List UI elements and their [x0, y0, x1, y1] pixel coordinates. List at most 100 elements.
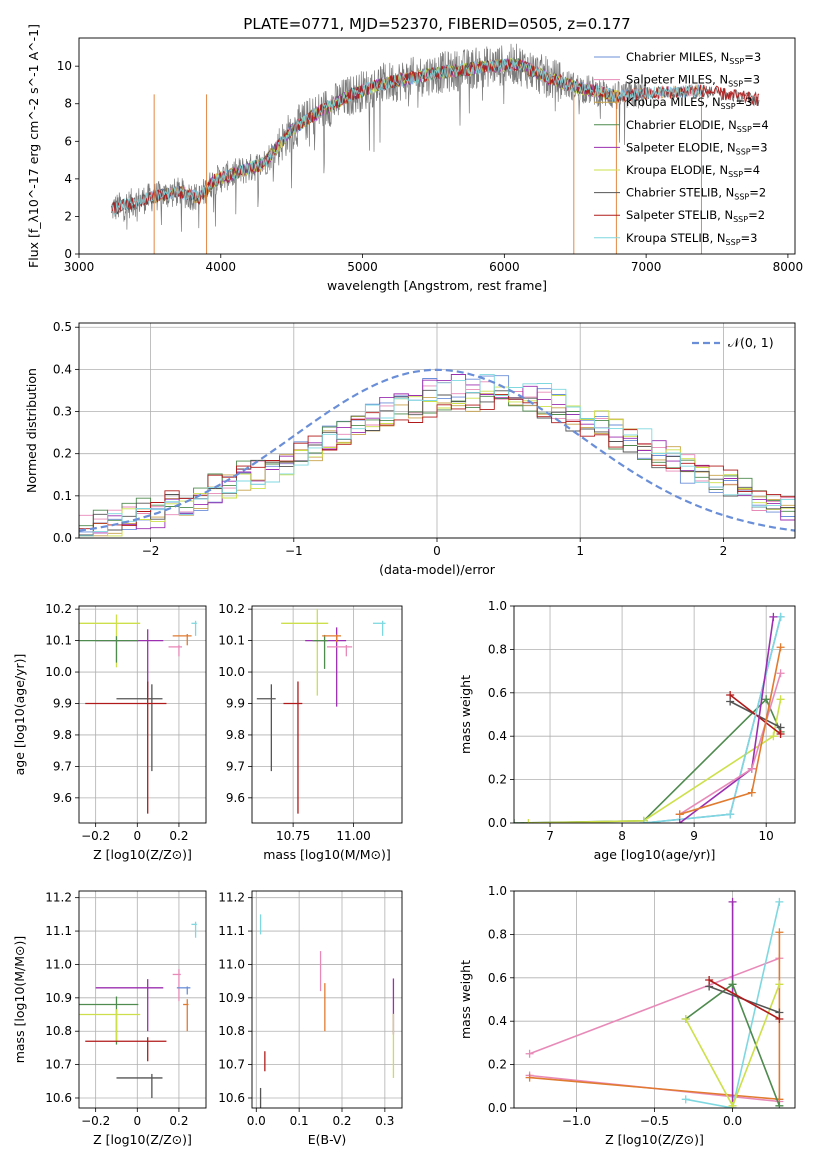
y-tick-label: 11.1	[45, 924, 72, 938]
x-tick-label: 10	[759, 829, 774, 843]
y-axis-label: Flux [f_λ10^-17 erg cm^-2 s^-1 A^-1]	[26, 24, 41, 268]
x-tick-label: 6000	[489, 260, 520, 274]
y-tick-label: 2	[64, 209, 72, 223]
plot-area	[79, 614, 197, 814]
legend-label: Chabrier MILES, NSSP=3	[626, 50, 761, 66]
y-tick-label: 11.2	[218, 891, 245, 905]
y-axis-label: mass weight	[458, 675, 473, 754]
data-point-marker	[776, 643, 785, 652]
gaussian-curve	[79, 368, 795, 532]
spectrum-legend: Chabrier MILES, NSSP=3 Salpeter MILES, NS…	[594, 50, 769, 247]
data-point-marker	[726, 690, 735, 699]
mass-weight-line	[528, 699, 782, 823]
figure-title: PLATE=0771, MJD=52370, FIBERID=0505, z=0…	[243, 15, 630, 33]
massweight-vs-z-panel: −1.0 −0.5 0.0 0.0 0.2 0.4 0.6 0.8 1.0 Z [log10(Z/…	[458, 884, 796, 1147]
y-tick-label: 0.0	[53, 531, 72, 545]
x-tick-label: 5000	[347, 260, 378, 274]
data-point-marker	[747, 764, 756, 773]
y-tick-label: 10	[57, 59, 72, 73]
plot-area	[111, 43, 760, 254]
y-axis-label: mass [log10(M/M⊙)]	[12, 936, 27, 1064]
data-point-marker	[775, 1101, 784, 1108]
y-tick-label: 0.1	[53, 489, 72, 503]
legend-label: Salpeter MILES, NSSP=3	[626, 73, 760, 89]
x-axis-label: Z [log10(Z/Z⊙)]	[93, 847, 192, 862]
gaussian-legend-label: 𝒩(0, 1)	[728, 335, 774, 350]
legend-label: Kroupa MILES, NSSP=3	[626, 95, 752, 111]
plot-area	[256, 608, 386, 814]
y-tick-label: 10.0	[218, 665, 245, 679]
x-tick-label: 3000	[64, 260, 95, 274]
data-point-marker	[728, 897, 737, 906]
y-tick-label: 10.8	[45, 1024, 72, 1038]
x-tick-label: −0.5	[640, 1114, 669, 1128]
data-point-marker	[776, 669, 785, 678]
residual-histogram-kroupa_stelib	[79, 374, 795, 537]
y-tick-label: 10.1	[218, 634, 245, 648]
age-vs-mass-panel: 10.75 11.00 9.6 9.7 9.8 9.9 10.0 10.1 10.2 mass […	[218, 602, 403, 862]
y-tick-label: 8	[64, 97, 72, 111]
data-point-marker	[775, 928, 784, 937]
x-tick-label: 0	[433, 544, 441, 558]
x-tick-label: −1	[285, 544, 303, 558]
x-axis-label: Z [log10(Z/Z⊙)]	[605, 1132, 704, 1147]
x-tick-label: 0	[133, 829, 141, 843]
mass-weight-line	[643, 616, 782, 823]
y-tick-label: 9.6	[226, 791, 245, 805]
data-point-marker	[776, 695, 785, 704]
data-point-marker	[769, 732, 778, 741]
axes-frame	[251, 890, 403, 1109]
axes-frame	[78, 322, 796, 539]
data-point-marker	[775, 980, 784, 989]
y-tick-label: 0.5	[53, 320, 72, 334]
y-tick-label: 6	[64, 134, 72, 148]
massweight-vs-age-panel: 7 8 9 10 0.0 0.2 0.4 0.6 0.8 1.0 age [log10(age/yr…	[458, 599, 796, 862]
x-axis-label: Z [log10(Z/Z⊙)]	[93, 1132, 192, 1147]
y-tick-label: 9.7	[53, 759, 72, 773]
y-tick-label: 10.7	[45, 1058, 72, 1072]
y-tick-label: 0.2	[53, 447, 72, 461]
y-tick-label: 0.3	[53, 405, 72, 419]
y-tick-label: 10.8	[218, 1024, 245, 1038]
data-point-marker	[775, 1015, 784, 1024]
data-point-marker	[775, 897, 784, 906]
y-tick-label: 0	[64, 247, 72, 261]
axes-frame	[78, 605, 207, 824]
legend-label: Chabrier ELODIE, NSSP=4	[626, 118, 769, 134]
data-point-marker	[776, 612, 785, 621]
y-tick-label: 1.0	[488, 884, 507, 898]
y-tick-label: 0.2	[488, 1058, 507, 1072]
data-point-marker	[726, 810, 735, 819]
x-tick-label: 0.1	[290, 1114, 309, 1128]
axes-frame	[513, 605, 796, 824]
y-tick-label: 9.9	[226, 696, 245, 710]
y-tick-label: 0.4	[488, 729, 507, 743]
data-point-marker	[675, 819, 684, 823]
y-tick-label: 11.0	[45, 957, 72, 971]
x-tick-label: 0.3	[375, 1114, 394, 1128]
y-tick-label: 11.1	[218, 924, 245, 938]
x-tick-label: 9	[690, 829, 698, 843]
x-tick-label: 8	[618, 829, 626, 843]
y-tick-label: 1.0	[488, 599, 507, 613]
axes-frame	[251, 605, 403, 824]
y-tick-label: 0.2	[488, 773, 507, 787]
mass-weight-line	[643, 616, 782, 823]
y-axis-label: age [log10(age/yr)]	[12, 654, 27, 776]
data-point-marker	[525, 1049, 534, 1058]
x-axis-label: wavelength [Angstrom, rest frame]	[327, 278, 547, 293]
plot-area	[525, 897, 784, 1108]
x-tick-label: 0.2	[169, 1114, 188, 1128]
x-tick-label: 7000	[631, 260, 662, 274]
y-tick-label: 9.7	[226, 759, 245, 773]
y-tick-label: 0.8	[488, 927, 507, 941]
y-tick-label: 9.8	[53, 728, 72, 742]
spectrum-panel: 3000 4000 5000 6000 7000 8000 0 2 4 6 8 10 wavelengt…	[26, 24, 803, 293]
y-tick-label: 4	[64, 172, 72, 186]
x-tick-label: 4000	[206, 260, 237, 274]
data-point-marker	[769, 612, 778, 621]
x-tick-label: −2	[142, 544, 160, 558]
legend-label: Salpeter ELODIE, NSSP=3	[626, 140, 768, 156]
y-tick-label: 0.0	[488, 1101, 507, 1115]
